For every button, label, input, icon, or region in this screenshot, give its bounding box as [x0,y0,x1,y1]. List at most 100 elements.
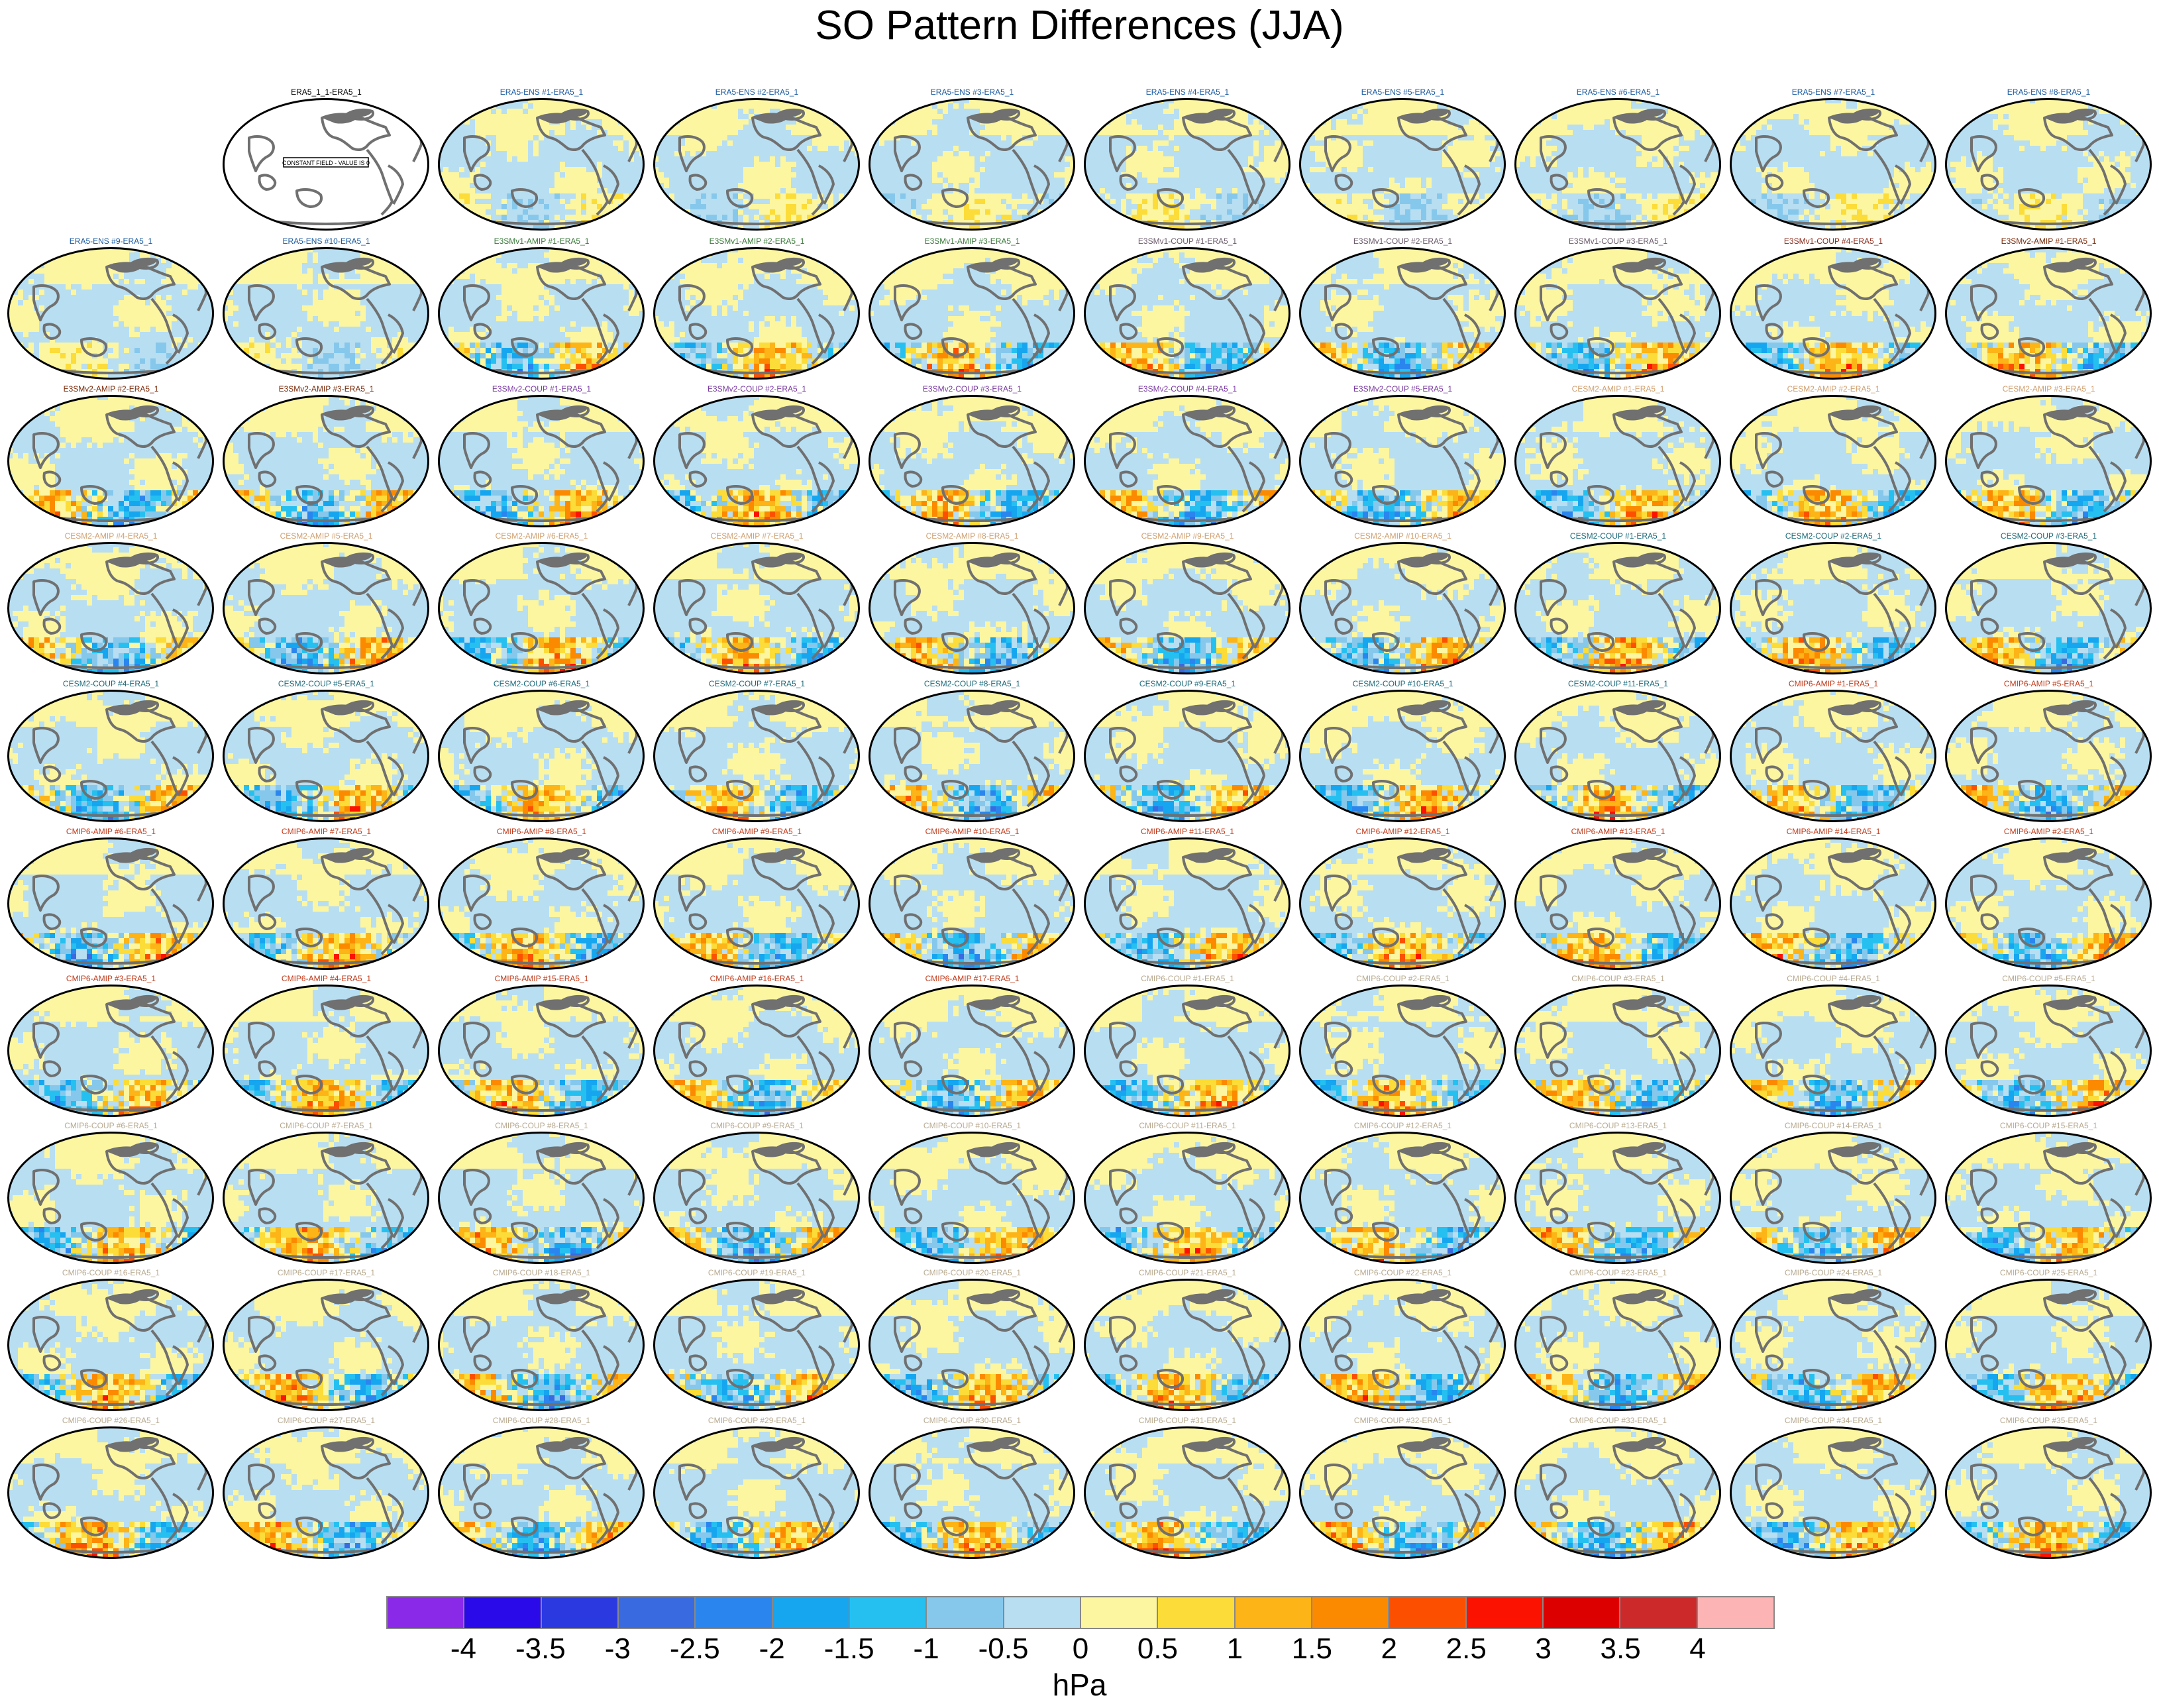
field-cell [1883,188,1889,193]
field-cell [156,316,161,321]
field-cell [1658,193,1663,199]
field-cell [1326,151,1331,156]
field-cell [554,178,560,183]
field-cell [355,348,360,353]
field-cell [1469,119,1474,125]
field-cell [1426,178,1432,183]
field-cell [1852,193,1857,199]
field-cell [2062,109,2067,114]
field-cell [1110,268,1116,274]
field-cell [1038,290,1043,295]
field-cell [291,258,297,263]
field-cell [895,268,900,274]
field-cell [528,119,533,125]
field-cell [629,140,634,146]
field-cell [554,258,560,263]
field-cell [71,274,76,279]
field-cell [1642,209,1647,215]
field-cell [92,374,97,379]
field-cell [2030,109,2035,114]
field-cell [948,209,953,215]
field-cell [501,125,507,130]
field-cell [764,258,770,263]
field-cell [140,358,145,364]
field-cell [1243,119,1248,125]
field-cell [1421,130,1426,135]
field-cell [759,204,764,209]
field-cell [2056,125,2062,130]
field-cell [1158,167,1163,172]
field-cell [828,279,833,284]
field-cell [1636,109,1642,114]
field-cell [1137,167,1142,172]
field-cell [1783,114,1788,119]
field-cell [223,311,228,316]
field-cell [323,290,329,295]
field-cell [980,199,985,204]
field-cell [1878,199,1883,204]
field-cell [706,353,711,358]
field-cell [690,290,696,295]
coastline [388,313,404,354]
field-cell [1777,193,1783,199]
field-cell [55,268,60,274]
field-cell [1357,146,1363,151]
field-cell [560,258,565,263]
field-cell [81,274,87,279]
field-cell [544,353,549,358]
field-cell [1658,146,1663,151]
field-cell [796,204,802,209]
field-cell [2025,114,2030,119]
field-cell [916,364,922,369]
field-cell [980,130,985,135]
field-cell [565,364,570,369]
field-cell [2062,99,2067,103]
field-cell [690,348,696,353]
field-cell [1185,204,1190,209]
field-cell [1605,183,1610,188]
field-cell [717,103,722,109]
field-cell [780,343,786,348]
field-cell [2093,188,2099,193]
field-cell [1012,130,1017,135]
field-cell [764,204,770,209]
field-cell [496,130,501,135]
field-cell [1583,103,1589,109]
field-cell [669,321,674,327]
field-cell [1012,274,1017,279]
field-cell [1961,162,1966,167]
field-cell [1583,119,1589,125]
field-cell [523,156,528,162]
field-cell [1416,204,1421,209]
field-cell [1185,193,1190,199]
field-cell [470,268,475,274]
field-cell [791,263,796,268]
field-cell [985,311,990,316]
field-cell [1137,268,1142,274]
field-cell [996,268,1001,274]
field-cell [570,172,576,178]
field-cell [480,204,486,209]
field-cell [270,348,276,353]
field-cell [953,343,959,348]
field-cell [1001,279,1006,284]
field-cell [2120,178,2125,183]
field-cell [81,353,87,358]
field-cell [969,258,974,263]
field-cell [802,193,807,199]
field-cell [560,178,565,183]
field-cell [1809,114,1815,119]
field-cell [1673,140,1679,146]
field-cell [1017,125,1022,130]
field-cell [1530,162,1536,167]
field-cell [1368,125,1373,130]
field-cell [496,295,501,300]
field-cell [108,258,113,263]
field-cell [943,193,948,199]
field-cell [1405,119,1410,125]
field-cell [2115,178,2120,183]
field-cell [711,146,717,151]
field-cell [1395,114,1400,119]
field-cell [1463,209,1469,215]
field-cell [1033,268,1038,274]
